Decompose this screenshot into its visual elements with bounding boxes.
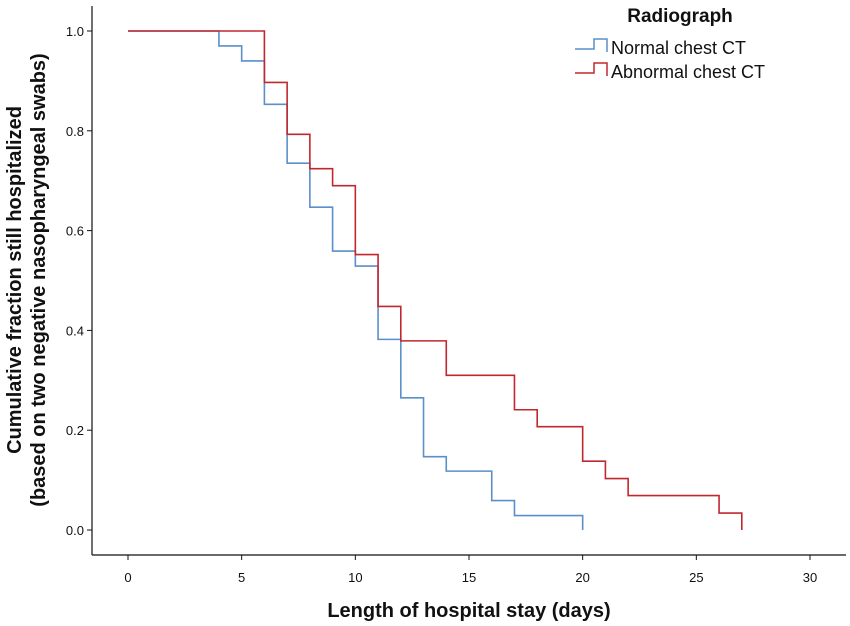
legend-swatch-normal [575, 38, 608, 52]
y-tick-label: 0.2 [66, 423, 84, 438]
legend-swatch-abnormal [575, 62, 608, 76]
y-tick-label: 0.6 [66, 224, 84, 239]
y-ticks: 0.0 0.2 0.4 0.6 0.8 1.0 [66, 24, 92, 538]
y-tick-label: 1.0 [66, 24, 84, 39]
y-tick-label: 0.8 [66, 124, 84, 139]
legend: Radiograph Normal chest CT Abnormal ches… [575, 6, 765, 82]
x-tick-label: 5 [238, 570, 245, 585]
legend-label-normal: Normal chest CT [611, 38, 746, 58]
legend-label-abnormal: Abnormal chest CT [611, 62, 765, 82]
axes [91, 6, 846, 556]
x-tick-label: 20 [575, 570, 589, 585]
y-axis-title-line1: Cumulative fraction still hospitalized [4, 106, 26, 454]
x-tick-label: 30 [803, 570, 817, 585]
x-axis-title: Length of hospital stay (days) [327, 600, 610, 622]
legend-title: Radiograph [627, 6, 733, 27]
series-line-abnormal [128, 30, 743, 530]
x-tick-label: 10 [348, 570, 362, 585]
y-tick-label: 0.0 [66, 523, 84, 538]
x-tick-label: 15 [462, 570, 476, 585]
x-tick-label: 25 [689, 570, 703, 585]
y-tick-label: 0.4 [66, 323, 84, 338]
series-line-normal [128, 30, 584, 530]
y-axis-title-line2: (based on two negative nasopharyngeal sw… [28, 53, 50, 506]
x-ticks: 0 5 10 15 20 25 30 [124, 555, 817, 585]
x-tick-label: 0 [124, 570, 131, 585]
series-layer [128, 30, 743, 530]
